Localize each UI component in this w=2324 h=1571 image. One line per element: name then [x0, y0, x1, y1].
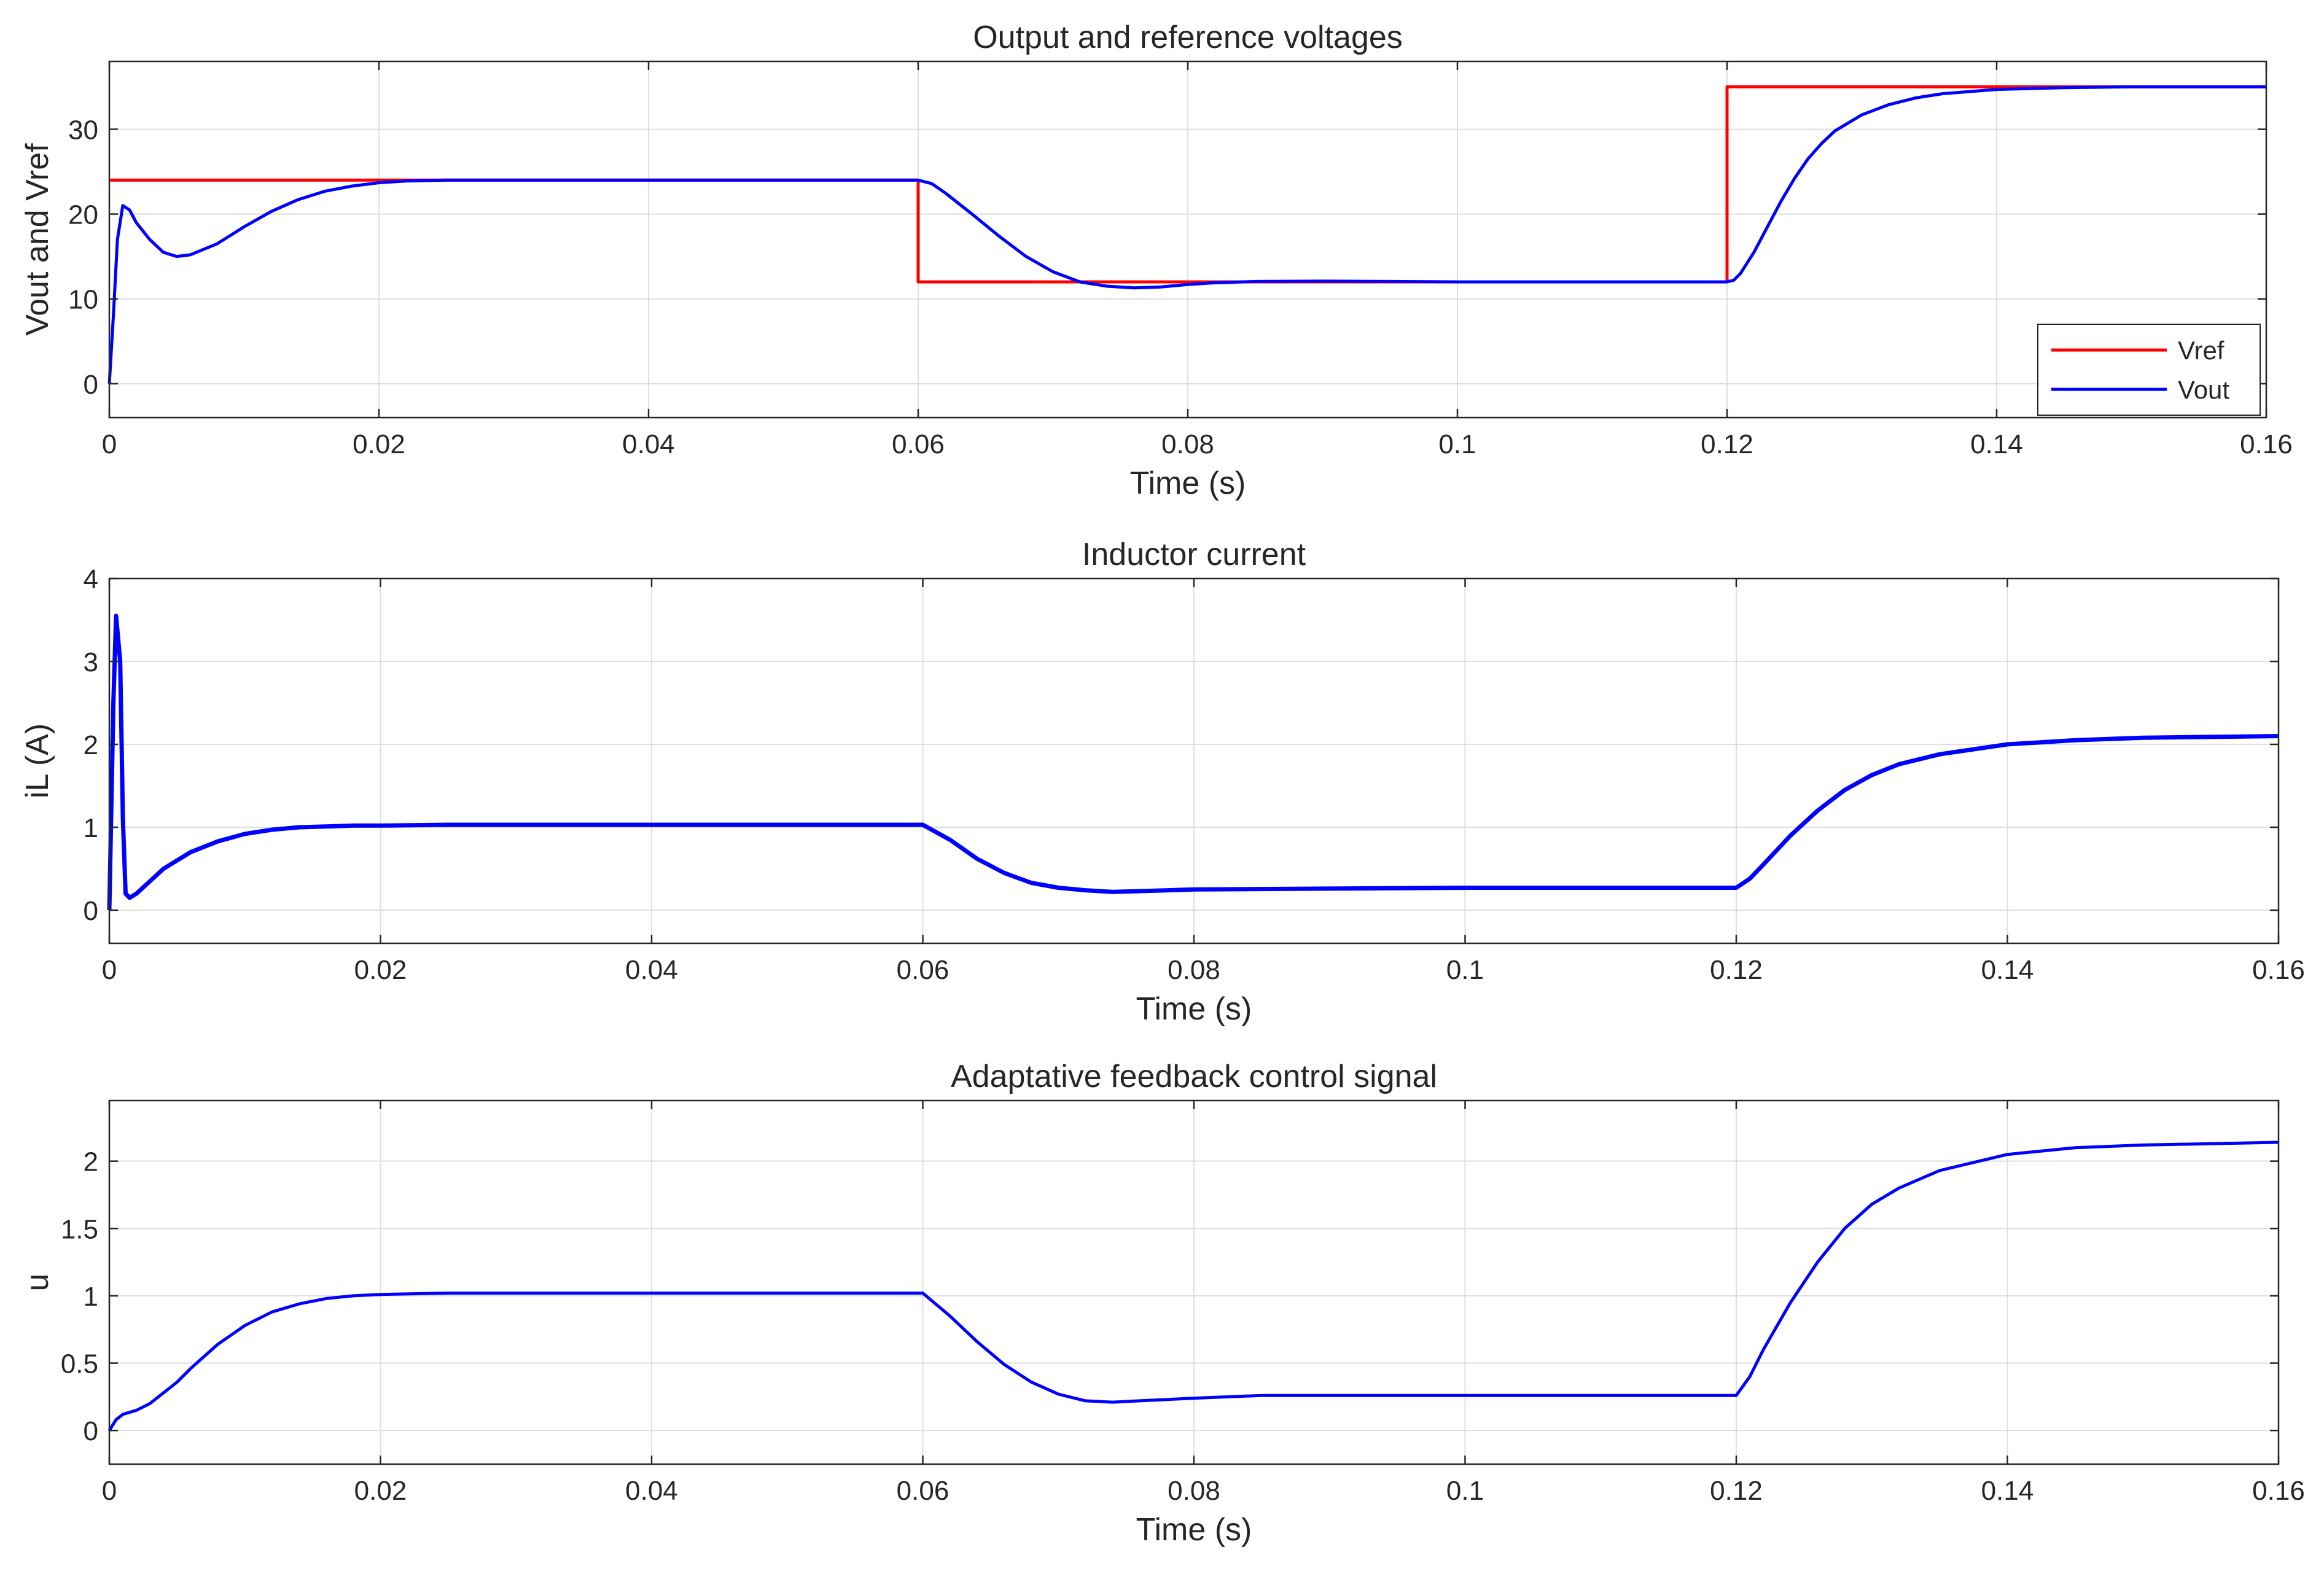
x-tick-label: 0.06 — [897, 1476, 949, 1506]
x-tick-label: 0.06 — [897, 955, 949, 985]
x-tick-label: 0.04 — [625, 1476, 678, 1506]
legend-label-vref: Vref — [2178, 336, 2225, 365]
x-tick-label: 0.12 — [1710, 955, 1763, 985]
y-tick-label: 1 — [84, 813, 98, 843]
y-tick-label: 30 — [68, 115, 98, 145]
x-tick-label: 0 — [102, 1476, 117, 1506]
x-tick-label: 0 — [102, 955, 117, 985]
series-line-data — [107, 1140, 2279, 1432]
x-tick-label: 0.1 — [1446, 1476, 1484, 1506]
x-tick-label: 0.14 — [1981, 955, 2034, 985]
x-tick-label: 0 — [102, 429, 117, 459]
y-tick-label: 1 — [84, 1282, 98, 1312]
x-tick-label: 0.08 — [1161, 429, 1214, 459]
x-axis-label: Time (s) — [1130, 466, 1246, 501]
x-tick-label: 0.04 — [625, 955, 678, 985]
x-tick-label: 0.02 — [354, 955, 407, 985]
y-axis-label: u — [20, 1274, 55, 1292]
y-tick-label: 4 — [84, 564, 98, 594]
x-tick-label: 0.08 — [1168, 955, 1220, 985]
x-tick-label: 0.04 — [622, 429, 675, 459]
legend: Vref Vout — [2037, 324, 2261, 416]
x-tick-label: 0.02 — [354, 1476, 407, 1506]
y-axis-label: Vout and Vref — [20, 143, 55, 336]
y-tick-label: 10 — [68, 285, 98, 315]
y-tick-label: 0 — [84, 370, 98, 400]
x-tick-label: 0.1 — [1446, 955, 1484, 985]
x-tick-label: 0.14 — [1970, 429, 2023, 459]
x-tick-label: 0.12 — [1710, 1476, 1763, 1506]
chart-panel-3: 0 0.02 0.04 0.06 0.08 0.1 0.12 0.14 0.16 0 0.5 1 1.5… — [20, 1059, 2305, 1548]
x-tick-label: 0.12 — [1701, 429, 1753, 459]
x-tick-label: 0.16 — [2240, 429, 2293, 459]
x-axis-label: Time (s) — [1136, 991, 1252, 1027]
chart-title: Adaptative feedback control signal — [951, 1059, 1437, 1094]
y-tick-label: 0 — [84, 1416, 98, 1446]
x-tick-label: 0.16 — [2252, 1476, 2305, 1506]
y-tick-label: 2 — [84, 1147, 98, 1177]
y-tick-label: 20 — [68, 200, 98, 230]
chart-panel-2: 0 0.02 0.04 0.06 0.08 0.1 0.12 0.14 0.16 0 1 2 3 4 Ind… — [20, 537, 2305, 1027]
series-line-data — [107, 614, 2279, 911]
legend-label-vout: Vout — [2178, 375, 2229, 404]
x-tick-label: 0.16 — [2252, 955, 2305, 985]
series-line-vout — [107, 85, 2266, 384]
legend-box — [2037, 324, 2261, 416]
y-tick-label: 0 — [84, 896, 98, 926]
x-tick-label: 0.1 — [1438, 429, 1476, 459]
y-tick-label: 2 — [84, 730, 98, 760]
y-tick-label: 3 — [84, 647, 98, 677]
x-axis-label: Time (s) — [1136, 1512, 1252, 1548]
y-axis-label: iL (A) — [20, 723, 55, 798]
x-tick-label: 0.02 — [353, 429, 405, 459]
chart-title: Output and reference voltages — [973, 20, 1403, 55]
x-tick-label: 0.14 — [1981, 1476, 2034, 1506]
x-tick-label: 0.06 — [892, 429, 945, 459]
y-tick-label: 1.5 — [61, 1214, 98, 1244]
x-tick-label: 0.08 — [1168, 1476, 1220, 1506]
y-tick-label: 0.5 — [61, 1349, 98, 1379]
chart-panel-1: 0 0.02 0.04 0.06 0.08 0.1 0.12 0.14 0.16 0 10 20 30 O… — [20, 20, 2293, 501]
chart-title: Inductor current — [1082, 537, 1306, 572]
